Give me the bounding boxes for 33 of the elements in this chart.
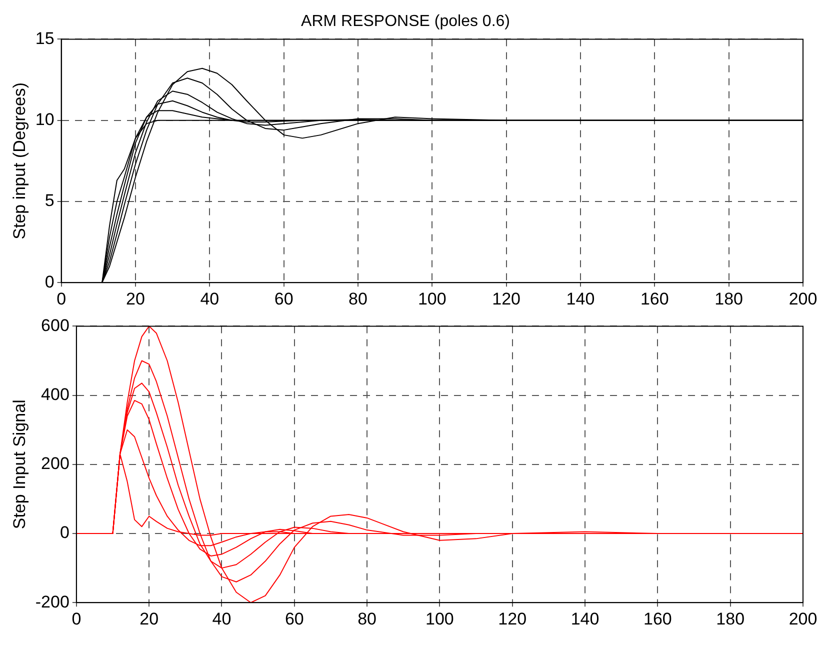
x-tick-label: 200	[788, 289, 818, 308]
y-tick-label: 15	[35, 28, 54, 48]
y-axis-title: Step Input Signal	[10, 400, 29, 530]
y-tick-label: 0	[60, 523, 70, 542]
y-tick-label: 200	[41, 454, 70, 474]
x-tick-label: 160	[640, 289, 669, 308]
x-tick-label: 140	[566, 289, 595, 308]
x-tick-label: 40	[200, 289, 220, 308]
x-tick-label: 140	[570, 609, 600, 628]
y-tick-label: 0	[44, 272, 54, 292]
x-tick-label: 80	[358, 609, 377, 628]
x-tick-label: 100	[418, 289, 446, 308]
x-tick-label: 60	[284, 609, 304, 628]
x-tick-label: 120	[498, 609, 527, 628]
y-tick-label: 5	[44, 191, 54, 210]
x-tick-label: 20	[140, 609, 159, 628]
x-tick-label: 100	[426, 609, 454, 628]
y-tick-label: 400	[41, 384, 70, 404]
y-tick-label: -200	[35, 592, 70, 612]
y-tick-label: 10	[35, 110, 54, 130]
x-tick-label: 120	[492, 289, 521, 308]
x-tick-label: 180	[714, 289, 744, 308]
x-tick-label: 40	[212, 609, 232, 628]
x-tick-label: 200	[788, 609, 818, 628]
x-tick-label: 160	[643, 609, 672, 628]
x-tick-label: 60	[274, 289, 294, 308]
y-axis-title: Step input (Degrees)	[10, 82, 29, 240]
x-tick-label: 0	[72, 609, 82, 628]
y-tick-label: 600	[41, 316, 70, 335]
x-tick-label: 80	[348, 289, 368, 308]
chart-title: ARM RESPONSE (poles 0.6)	[301, 13, 510, 30]
x-tick-label: 180	[716, 609, 745, 628]
x-tick-label: 20	[126, 289, 145, 308]
